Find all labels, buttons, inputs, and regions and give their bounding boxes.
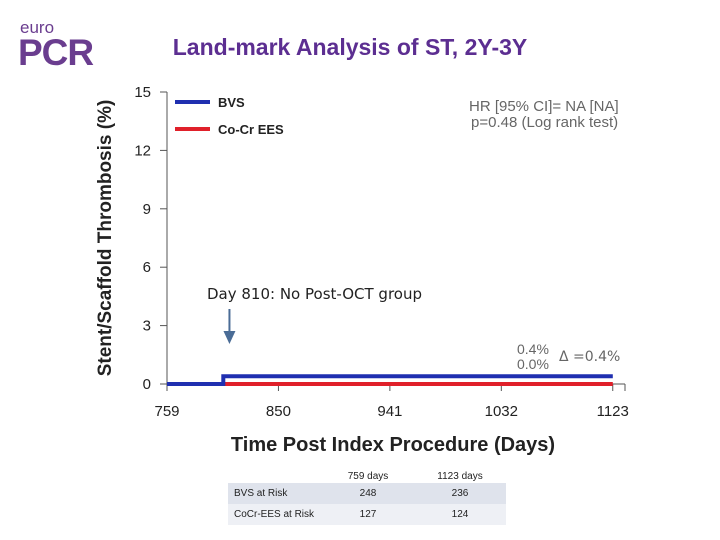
- risk-header-label: 759 days: [347, 471, 389, 482]
- risk-cell: 124: [414, 504, 506, 525]
- logo-pcr-text: PCR: [18, 32, 94, 73]
- chart-axes: 0 3 6 9 12 15 759 850 941 1032 1123 Time Post Index…: [95, 84, 629, 456]
- chart-series: [167, 374, 613, 386]
- y-tick-label: 3: [143, 318, 151, 335]
- y-tick-label: 12: [134, 142, 151, 159]
- logo-euro-text: euro: [20, 18, 55, 37]
- legend-label: Co-Cr EES: [218, 122, 284, 137]
- x-tick-label: 850: [266, 403, 291, 420]
- end-label-bvs: 0.4%: [517, 341, 549, 357]
- risk-table-header: 759 days 1123 days: [228, 462, 506, 483]
- y-tick-label: 6: [143, 259, 151, 276]
- risk-table: 759 days 1123 days BVS at Risk 248 236 C…: [228, 462, 506, 525]
- series-line-bvs: [167, 374, 613, 386]
- annotation-text: Day 810: No Post-OCT group: [207, 285, 422, 303]
- risk-header-blank: [228, 462, 322, 483]
- y-tick-label: 15: [134, 84, 151, 101]
- annotation-arrow-head: [223, 331, 236, 344]
- risk-cell: 236: [414, 483, 506, 504]
- x-axis-title: Time Post Index Procedure (Days): [231, 434, 555, 456]
- x-tick-label: 1032: [485, 403, 518, 420]
- risk-header-1123: 1123 days: [414, 462, 506, 483]
- chart-labels: BVS Co-Cr EES HR [95% CI]= NA [NA]p=0.48 (…: [175, 95, 620, 372]
- risk-row-bvs: BVS at Risk 248 236: [228, 483, 506, 504]
- y-tick-label: 0: [143, 376, 151, 393]
- x-tick-label: 941: [377, 403, 402, 420]
- risk-cell: 127: [322, 504, 414, 525]
- y-tick-label: 9: [143, 201, 151, 218]
- risk-header-label: 1123 days: [437, 471, 483, 482]
- x-tick-label: 759: [154, 403, 179, 420]
- stats-hr: HR [95% CI]= NA [NA]: [469, 98, 619, 115]
- risk-cell: 248: [322, 483, 414, 504]
- y-axis-title: Stent/Scaffold Thrombosis (%): [95, 100, 116, 377]
- risk-row-label: CoCr-EES at Risk: [228, 504, 322, 525]
- page-title: Land-mark Analysis of ST, 2Y-3Y: [172, 34, 528, 60]
- end-label-ees: 0.0%: [517, 356, 549, 372]
- stats-pvalue: p=0.48 (Log rank test): [471, 114, 618, 131]
- x-tick-label: 1123: [597, 403, 629, 420]
- end-label-delta: Δ =0.4%: [559, 349, 620, 365]
- europcr-logo: euro PCR: [18, 18, 108, 73]
- risk-header-759: 759 days: [322, 462, 414, 483]
- risk-row-ees: CoCr-EES at Risk 127 124: [228, 504, 506, 525]
- legend-label: BVS: [218, 95, 245, 110]
- risk-row-label: BVS at Risk: [228, 483, 322, 504]
